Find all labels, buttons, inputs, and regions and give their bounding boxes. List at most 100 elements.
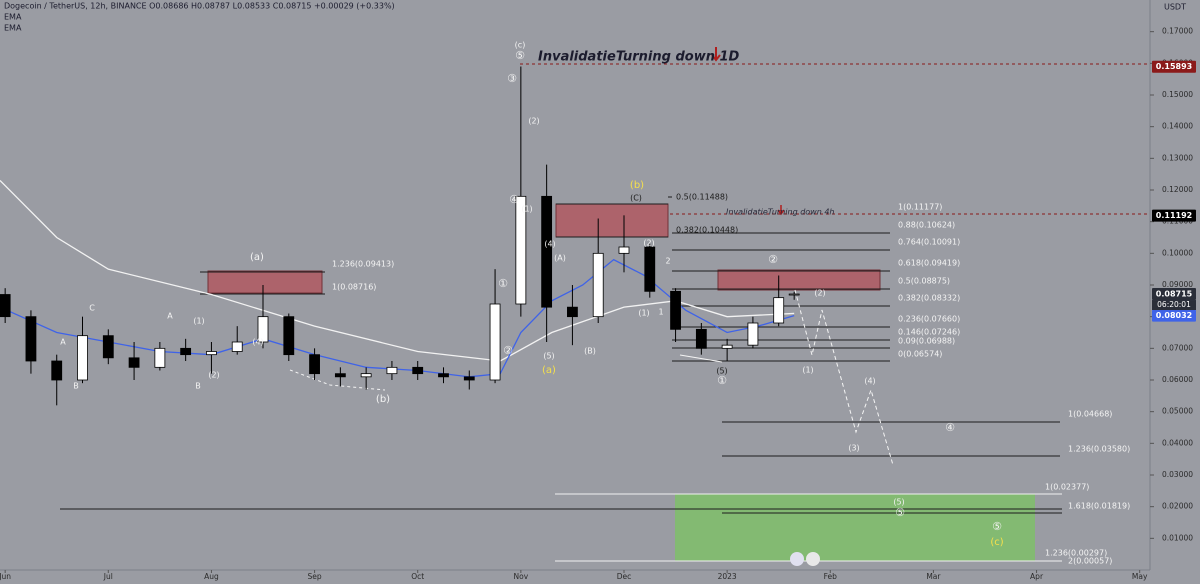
candle-body [618,246,630,254]
wave-label: (3) [848,444,859,453]
candle-body [206,351,217,356]
fib-label: 0.236(0.07660) [898,315,960,324]
y-tick-label: 0.14000 [1162,122,1193,131]
wave-label: (1) [521,205,532,214]
x-tick-label: Nov [514,572,529,581]
candle-body [773,297,785,324]
fib-label: 0.618(0.09419) [898,259,960,268]
wave-label: ② [768,253,778,266]
target-zone [675,494,1035,561]
wave-label: ⑤ [992,520,1002,533]
y-tick-label: 0.15000 [1162,90,1193,99]
wave-label: 2 [665,257,670,266]
ema-line [0,180,795,362]
candle-body [592,252,604,318]
price-label: 0.15893 [1156,62,1192,71]
candle-body [644,246,656,292]
wave-label: (C) [630,194,642,203]
fib-label: 0.382(0.10448) [676,226,738,235]
currency-label: USDT [1164,3,1186,12]
wave-label: (2) [208,371,219,380]
wave-label: ⑤ [895,506,905,519]
candle-body [334,373,346,378]
fib-label: 0.5(0.11488) [676,193,728,202]
fib-label: 0.09(0.06988) [898,337,955,346]
y-tick-label: 0.10000 [1162,248,1193,257]
wave-label: ① [498,277,508,290]
x-tick-label: Jun [0,572,11,581]
fib-label: 1.618(0.01819) [1068,502,1130,511]
candle-body [77,335,88,381]
wave-label: ⑤ [515,49,525,62]
candle-body [102,335,114,359]
wave-label: A [167,312,173,321]
y-tick-label: 0.09000 [1162,280,1193,289]
y-tick-label: 0.07000 [1162,343,1193,352]
arrow-icon [777,205,785,216]
arrow-icon [711,47,721,62]
fib-label: 1(0.04668) [1068,410,1112,419]
candle-body [412,366,424,375]
fib-label: 1(0.11177) [898,203,942,212]
candle-body [309,354,320,375]
candle-body [541,195,553,308]
annotations: InvalidatieTurning down 1D (c) (b) (C) 0… [60,41,1130,566]
fib-label: 0.146(0.07246) [898,328,960,337]
candle-body [747,322,759,346]
wave-label: ① [717,374,727,387]
wave-label: (5) [543,352,554,361]
wave-label: (c) [990,537,1003,548]
y-tick-label: 0.12000 [1162,185,1193,194]
wave-label: ③ [507,72,517,85]
wave-label: (5) [893,498,904,507]
y-tick-label: 0.13000 [1162,153,1193,162]
fib-label: 0.88(0.10624) [898,221,955,230]
wave-label: (4) [252,338,263,347]
legend-entry: EMA [4,24,22,33]
projection-path [794,289,894,466]
candle-body [721,344,733,349]
wave-label: (b) [630,180,644,191]
candle-body [180,347,192,356]
icon[interactable] [790,552,804,566]
candle-body [128,357,140,368]
candle-body [360,373,372,378]
price-label: 0.08715 [1156,290,1193,299]
resistance-zone [207,270,323,294]
candle-body [567,306,578,318]
y-tick-label: 0.06000 [1162,375,1193,384]
candle-body [25,316,37,362]
x-tick-label: 2023 [718,572,737,581]
wave-label: (1) [802,366,813,375]
candle-body [670,290,681,330]
wave-label: (1) [638,309,649,318]
x-tick-label: Aug [204,572,219,581]
y-tick-label: 0.05000 [1162,407,1193,416]
wave-path [289,369,386,391]
fib-label: 1(0.08716) [332,283,376,292]
legend-entry: EMA [4,13,22,22]
axes: 0.01000 0.02000 0.03000 0.04000 0.05000 0.060… [0,27,1196,581]
wave-label: 1 [658,308,663,317]
wave-label: (4) [544,240,555,249]
wave-label: A [60,338,66,347]
x-tick-label: Oct [411,572,424,581]
x-tick-label: Dec [617,572,632,581]
wave-label: (5) [716,367,727,376]
price-label-bg [1152,209,1196,222]
fib-label: 0.764(0.10091) [898,238,960,247]
y-tick-label: 0.01000 [1162,533,1193,542]
wave-label: (B) [584,347,596,356]
fib-label: 0(0.06574) [898,350,942,359]
x-tick-label: Feb [824,572,838,581]
icon[interactable] [806,552,820,566]
candle-body [489,303,501,381]
wave-label: B [195,382,201,391]
x-tick-label: Apr [1030,572,1044,581]
y-tick-label: 0.03000 [1162,470,1193,479]
wave-label: C [89,304,95,313]
wave-label: (c) [515,41,526,50]
countdown-bg [1152,300,1196,311]
price-label-bg [1152,288,1196,301]
